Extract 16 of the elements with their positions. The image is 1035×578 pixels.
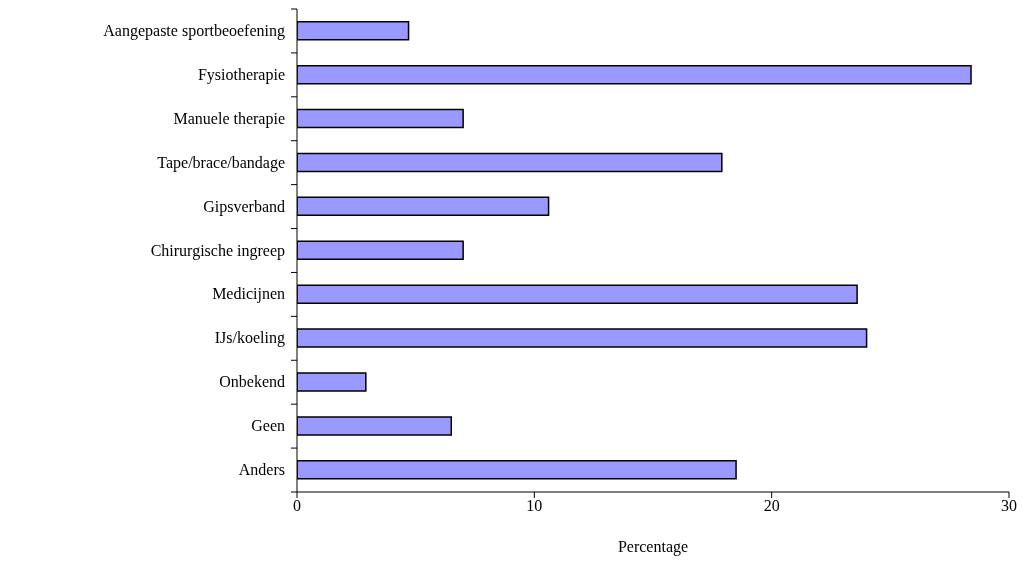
- y-tick-label: Gipsverband: [203, 197, 285, 216]
- y-tick-label: Manuele therapie: [173, 109, 285, 128]
- x-tick-label: 0: [293, 497, 301, 515]
- y-tick-label: Anders: [238, 461, 285, 479]
- y-tick-label: Chirurgische ingreep: [150, 241, 285, 260]
- x-axis-title: Percentage: [617, 538, 689, 556]
- y-tick-label: Aangepaste sportbeoefening: [103, 21, 285, 40]
- y-tick-label: Fysiotherapie: [197, 65, 285, 84]
- y-tick-label: Onbekend: [219, 373, 285, 391]
- y-tick-label: Tape/brace/bandage: [157, 153, 285, 172]
- y-tick-label: Geen: [251, 417, 285, 435]
- x-tick-label: 30: [1001, 497, 1017, 515]
- y-tick-label: Medicijnen: [212, 285, 285, 304]
- x-tick-label: 20: [763, 497, 780, 515]
- x-tick-label: 10: [526, 497, 543, 515]
- y-tick-label: IJs/koeling: [214, 329, 285, 348]
